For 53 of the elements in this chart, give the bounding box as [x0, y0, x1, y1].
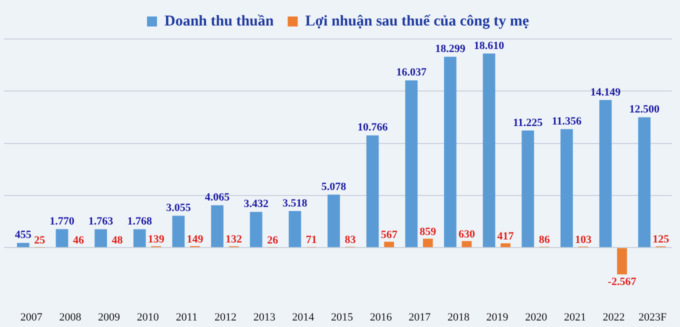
x-tick-label: 2017: [408, 311, 432, 324]
data-label: 103: [574, 234, 592, 246]
data-label: 11.356: [552, 116, 582, 128]
x-tick-label: 2014: [292, 311, 315, 324]
data-label: 567: [380, 229, 398, 242]
data-label: 25: [34, 234, 46, 247]
data-label: 139: [148, 234, 165, 246]
data-label: 11.225: [513, 116, 544, 129]
x-tick-label: 2007: [20, 311, 43, 324]
x-tick-label: 2008: [59, 311, 82, 324]
data-label: 86: [538, 234, 550, 246]
x-tick-label: 2010: [136, 311, 160, 324]
x-tick-label: 2022: [602, 311, 625, 324]
data-label: 18.299: [435, 43, 466, 56]
x-tick-label: 2018: [447, 311, 470, 324]
data-label: 3.055: [166, 202, 192, 214]
data-label: 417: [497, 230, 514, 243]
data-label: 4.065: [204, 192, 230, 204]
x-tick-label: 2011: [176, 311, 198, 324]
x-tick-label: 2013: [253, 311, 276, 324]
data-label: 1.768: [127, 216, 153, 228]
data-label: 18.610: [474, 40, 505, 52]
legend-label: Lợi nhuận sau thuế của công ty mẹ: [305, 13, 530, 30]
data-label: 12.500: [629, 104, 660, 116]
x-tick-label: 2023F: [638, 311, 667, 324]
data-label: 1.770: [50, 216, 75, 228]
x-tick-label: 2019: [486, 311, 509, 324]
data-label: 3.518: [282, 197, 308, 210]
data-label: 26: [267, 234, 279, 247]
data-label: 5.078: [321, 181, 347, 194]
data-label: 16.037: [396, 66, 428, 79]
data-label: 46: [72, 234, 84, 247]
x-tick-label: 2016: [370, 311, 392, 324]
legend-label: Doanh thu thuần: [164, 13, 274, 30]
data-label: 1.763: [88, 216, 114, 228]
data-label: 83: [344, 234, 356, 246]
data-label: 132: [226, 234, 243, 246]
data-label: 149: [186, 233, 204, 246]
data-label: 455: [14, 229, 32, 242]
x-tick-label: 2015: [331, 311, 354, 324]
data-label: 3.432: [244, 198, 269, 210]
data-label: 125: [652, 234, 670, 246]
x-tick-label: 2020: [525, 311, 548, 324]
data-label: -2.567: [608, 276, 637, 288]
data-label: 10.766: [357, 122, 388, 134]
data-label: 14.149: [590, 86, 622, 98]
x-tick-label: 2012: [214, 311, 237, 324]
x-tick-label: 2009: [98, 311, 121, 324]
data-label: 48: [112, 234, 124, 246]
data-label: 859: [420, 226, 437, 238]
data-label: 71: [306, 234, 317, 246]
data-label: 630: [458, 228, 476, 240]
x-tick-label: 2021: [564, 311, 586, 324]
